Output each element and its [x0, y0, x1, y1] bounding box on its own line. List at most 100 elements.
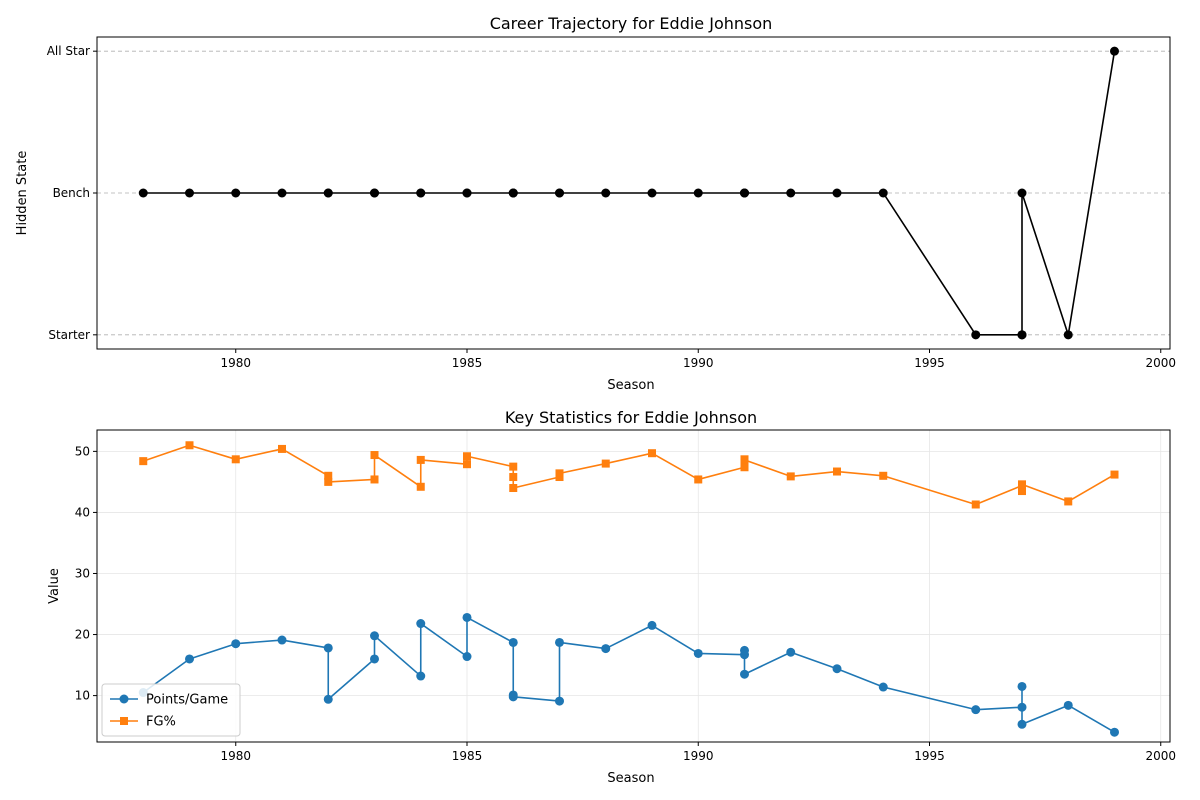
data-point	[1110, 46, 1119, 56]
data-point	[463, 452, 471, 461]
data-point	[370, 654, 379, 664]
data-point	[278, 444, 286, 453]
data-point	[1017, 702, 1027, 712]
data-point	[693, 188, 703, 198]
data-point	[323, 188, 333, 198]
data-point	[185, 441, 194, 450]
data-point	[832, 188, 842, 198]
data-point	[277, 635, 287, 645]
chart-title: Career Trajectory for Eddie Johnson	[490, 14, 773, 33]
data-point	[462, 188, 472, 198]
data-point	[648, 449, 656, 458]
data-point	[323, 694, 333, 704]
data-point	[508, 692, 518, 702]
key-statistics-panel: Key Statistics for Eddie Johnson Season …	[47, 408, 1176, 786]
x-axis-label: Season	[607, 771, 654, 786]
series-line	[143, 51, 1116, 336]
x-tick-label: 1980	[220, 356, 251, 370]
y-axis-label: Value	[47, 568, 62, 604]
data-point	[1018, 487, 1026, 496]
legend-label: FG%	[146, 715, 176, 730]
data-point	[555, 637, 564, 647]
y-tick-label: Starter	[48, 328, 90, 342]
data-point	[740, 188, 749, 198]
data-point	[509, 473, 518, 482]
data-point	[1063, 700, 1073, 710]
series-1	[138, 612, 1119, 737]
series-line	[142, 616, 1115, 733]
data-point	[323, 643, 333, 653]
data-point	[555, 696, 564, 706]
data-point	[786, 188, 796, 198]
data-point	[231, 639, 241, 649]
x-tick-label: 1995	[914, 356, 945, 370]
y-tick-label: 20	[75, 628, 90, 642]
legend-entry: FG%	[110, 715, 176, 730]
series-2	[139, 441, 1119, 509]
data-point	[1018, 480, 1026, 489]
y-axis-label: Hidden State	[15, 151, 30, 236]
data-point	[416, 455, 425, 464]
data-point	[555, 188, 564, 198]
data-point	[1110, 727, 1119, 737]
data-point	[555, 469, 564, 478]
data-point	[1110, 470, 1119, 479]
data-point	[416, 619, 426, 629]
x-tick-label: 2000	[1145, 749, 1176, 763]
data-point	[370, 451, 379, 460]
data-point	[462, 612, 472, 622]
data-point	[1017, 330, 1027, 340]
legend-box	[101, 683, 241, 737]
data-point	[879, 471, 888, 480]
y-tick-label: 10	[75, 689, 90, 703]
x-tick-label: 1990	[683, 356, 714, 370]
data-point	[185, 654, 194, 664]
hidden-state-panel: Career Trajectory for Eddie Johnson Seas…	[15, 14, 1176, 393]
data-point	[324, 477, 333, 486]
data-point	[740, 645, 749, 655]
data-point	[693, 648, 703, 658]
data-point	[463, 460, 471, 469]
data-point	[647, 188, 657, 198]
legend-marker	[119, 694, 129, 704]
legend: Points/Game FG%	[101, 683, 241, 737]
legend-entry: Points/Game	[110, 693, 228, 708]
series-1	[138, 46, 1119, 340]
data-point	[138, 188, 148, 198]
data-point	[1017, 719, 1027, 729]
x-tick-label: 2000	[1145, 356, 1176, 370]
data-point	[833, 467, 841, 476]
data-point	[740, 669, 749, 679]
data-point	[971, 330, 981, 340]
x-axis-label: Season	[607, 378, 654, 393]
data-point	[324, 471, 333, 480]
data-point	[601, 459, 610, 468]
data-point	[786, 472, 795, 481]
data-point	[277, 188, 287, 198]
data-point	[370, 188, 379, 198]
x-tick-label: 1990	[683, 749, 714, 763]
data-point	[878, 682, 888, 692]
data-point	[786, 647, 796, 657]
data-point	[416, 482, 425, 491]
data-point	[508, 637, 518, 647]
data-point	[1017, 188, 1027, 198]
legend-label: Points/Game	[146, 693, 228, 708]
x-tick-label: 1985	[452, 749, 483, 763]
data-point	[462, 652, 472, 662]
y-tick-label: 30	[75, 566, 90, 580]
data-point	[832, 664, 842, 674]
data-point	[508, 188, 518, 198]
data-point	[971, 500, 980, 509]
data-point	[878, 188, 888, 198]
data-point	[1017, 681, 1027, 691]
data-point	[1063, 330, 1073, 340]
data-point	[509, 484, 518, 493]
x-tick-label: 1980	[220, 749, 251, 763]
chart-title: Key Statistics for Eddie Johnson	[505, 408, 757, 427]
data-point	[601, 188, 611, 198]
data-point	[370, 475, 379, 484]
data-point	[231, 455, 240, 464]
data-point	[370, 631, 379, 641]
